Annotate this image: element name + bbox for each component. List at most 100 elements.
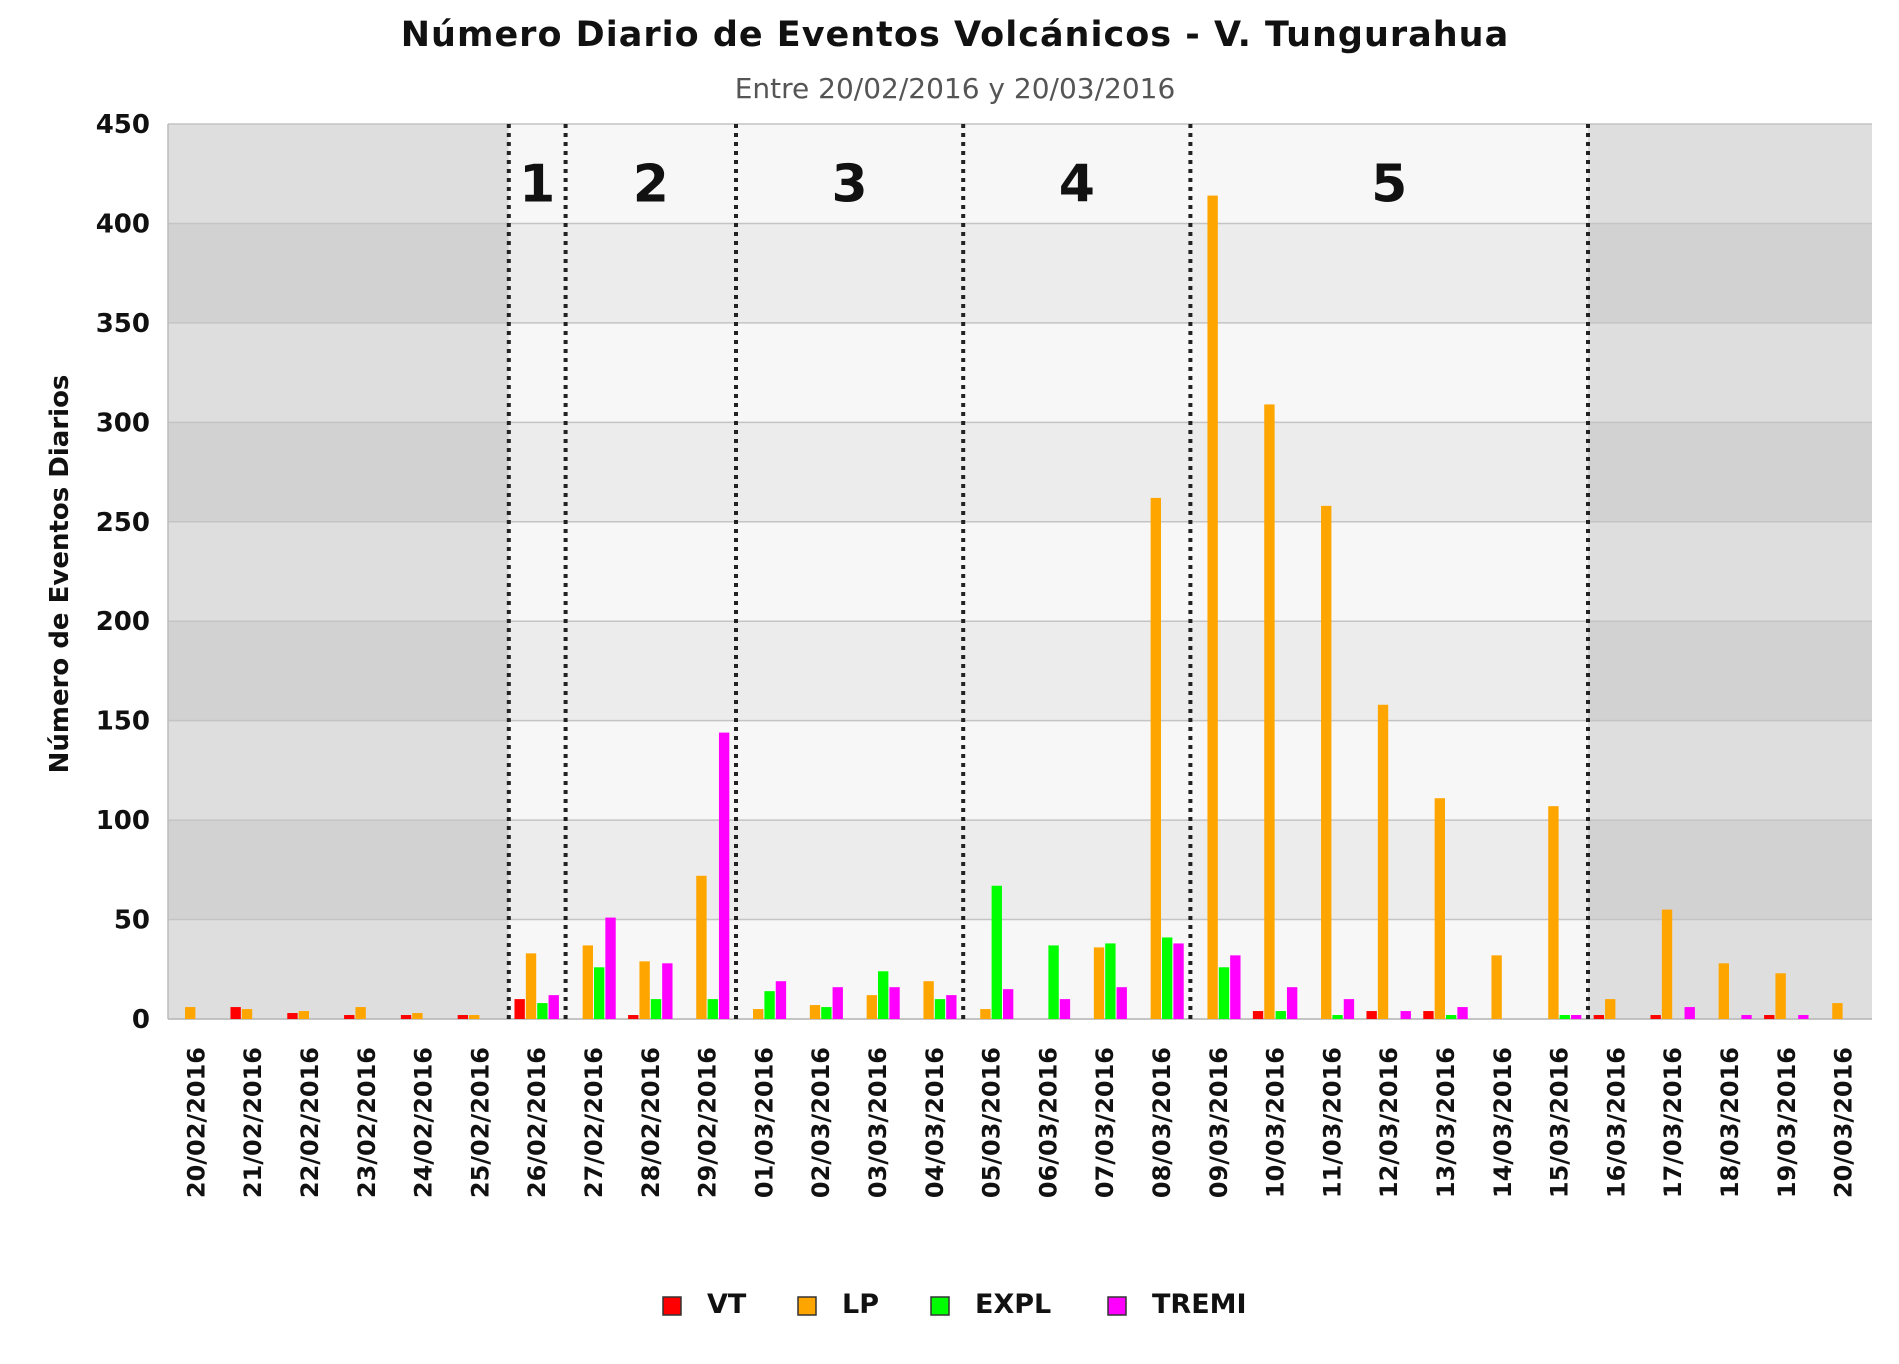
plot-band [508,223,1588,323]
bar-tremi [1286,987,1298,1019]
x-tick-label: 01/03/2016 [750,1047,778,1198]
plot-background [168,124,1872,1019]
x-tick-label: 17/03/2016 [1659,1047,1687,1198]
x-tick-label: 16/03/2016 [1602,1047,1630,1198]
x-tick-label: 26/02/2016 [523,1047,551,1198]
x-tick-label: 24/02/2016 [410,1047,438,1198]
bar-tremi [1002,989,1014,1019]
y-tick-label: 300 [96,408,150,438]
bar-vt [1764,1015,1775,1019]
x-tick-label: 20/02/2016 [182,1047,210,1198]
bar-lp [1377,704,1389,1019]
x-tick-label: 13/03/2016 [1432,1047,1460,1198]
bar-expl [821,1007,832,1019]
bar-tremi [718,732,730,1019]
plot-band-shaded [1588,521,1872,622]
plot-band-shaded [1588,720,1872,821]
plot-band-shaded [168,919,509,1019]
legend-label: EXPL [975,1289,1051,1320]
bar-series [185,195,1843,1020]
bar-vt [1650,1015,1661,1019]
x-tick-label: 03/03/2016 [864,1047,892,1198]
plot-band-shaded [1588,322,1872,423]
bar-expl [1048,945,1059,1019]
bar-expl [537,1003,548,1019]
bar-expl [594,967,605,1019]
bar-vt [1366,1011,1377,1019]
y-tick-label: 200 [96,607,150,637]
legend-swatch-expl [930,1296,950,1316]
bar-lp [469,1015,480,1019]
plot-band-shaded [1588,820,1872,920]
x-axis-ticks: 20/02/2016 21/02/2016 22/02/2016 23/02/2016… [182,1047,1857,1198]
bar-tremi [1570,1015,1582,1019]
y-tick-label: 150 [96,707,150,737]
bar-lp [525,953,537,1019]
bar-tremi [946,995,957,1019]
phase-label: 1 [519,155,555,215]
x-tick-label: 09/03/2016 [1205,1047,1233,1198]
bar-expl [1162,937,1173,1019]
plot-band-shaded [168,223,509,323]
x-tick-label: 05/03/2016 [978,1047,1006,1198]
bar-lp [1605,999,1616,1019]
x-tick-label: 04/03/2016 [921,1047,949,1198]
plot-band-shaded [168,521,509,622]
bar-lp [582,945,593,1019]
x-tick-label: 25/02/2016 [466,1047,494,1198]
bar-lp [1264,404,1275,1019]
x-tick-label: 28/02/2016 [637,1047,665,1198]
y-tick-label: 50 [114,906,150,936]
x-tick-label: 06/03/2016 [1034,1047,1062,1198]
bar-lp [1775,973,1786,1019]
bar-lp [241,1009,253,1019]
x-tick-label: 08/03/2016 [1148,1047,1176,1198]
x-tick-label: 10/03/2016 [1262,1047,1290,1198]
bar-tremi [605,917,616,1019]
phase-label: 3 [832,155,868,215]
bar-lp [298,1011,309,1019]
y-tick-label: 350 [96,309,150,339]
bar-lp [1832,1003,1843,1019]
bar-tremi [1798,1015,1809,1019]
bar-vt [1423,1011,1434,1019]
bar-lp [1093,947,1105,1019]
bar-lp [696,875,707,1019]
bar-lp [809,1005,821,1019]
y-tick-label: 0 [132,1005,150,1035]
x-tick-label: 27/02/2016 [580,1047,608,1198]
legend-label: VT [707,1289,747,1320]
plot-band [508,124,1588,224]
bar-expl [934,999,946,1019]
bar-vt [628,1015,639,1019]
bar-tremi [1741,1015,1752,1019]
legend-swatch-tremi [1107,1296,1127,1316]
plot-band [508,820,1588,920]
bar-lp [639,961,650,1019]
bar-lp [1661,909,1673,1019]
plot-band-shaded [168,820,509,920]
plot-band-shaded [1588,223,1872,323]
bar-tremi [1230,955,1241,1019]
plot-band-shaded [1588,621,1872,721]
bar-lp [1491,955,1502,1019]
legend-label: LP [842,1289,879,1320]
bar-vt [1593,1015,1605,1019]
x-tick-label: 19/03/2016 [1773,1047,1801,1198]
phase-label: 5 [1371,155,1407,215]
bar-expl [1105,943,1116,1019]
bar-vt [400,1015,412,1019]
bar-expl [1332,1015,1343,1019]
legend: VT LP EXPL TREMI [662,1289,1247,1320]
bar-tremi [548,995,559,1019]
bar-vt [287,1013,298,1019]
x-tick-label: 23/02/2016 [353,1047,381,1198]
bar-tremi [1173,943,1184,1019]
x-tick-label: 14/03/2016 [1489,1047,1517,1198]
plot-band [508,422,1588,522]
bar-lp [753,1009,764,1019]
phase-label: 2 [633,155,669,215]
y-tick-label: 400 [96,209,150,239]
